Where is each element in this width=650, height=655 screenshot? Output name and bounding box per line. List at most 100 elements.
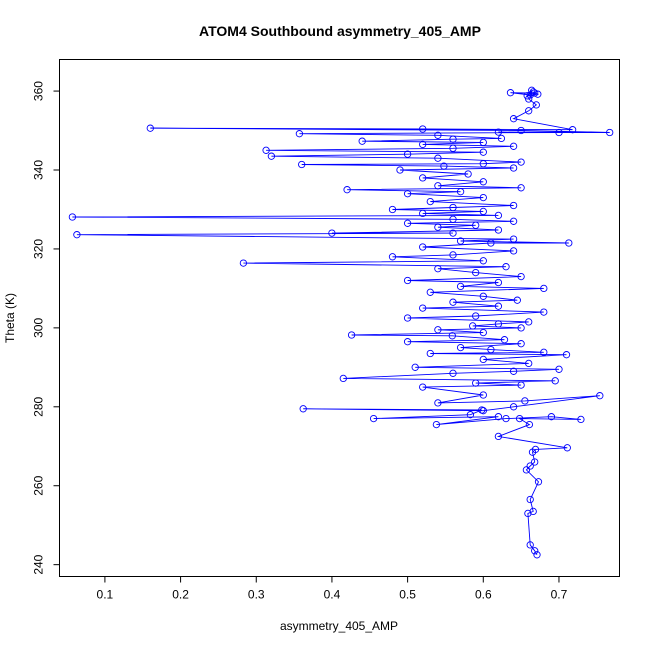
data-point: [562, 351, 571, 359]
y-tick-label: 280: [32, 396, 46, 416]
x-tick-label: 0.3: [248, 588, 265, 602]
data-point: [432, 420, 441, 429]
data-point: [563, 444, 571, 452]
data-point: [479, 407, 487, 415]
data-point: [521, 397, 529, 405]
data-point: [479, 328, 487, 337]
data-point: [456, 188, 465, 196]
chart-title: ATOM4 Southbound asymmetry_405_AMP: [199, 23, 481, 39]
data-point: [531, 547, 539, 555]
data-point: [596, 392, 604, 400]
data-point: [531, 445, 540, 454]
series-layer: [68, 86, 614, 559]
data-point: [515, 414, 524, 423]
plot-frame: [59, 59, 620, 577]
data-point: [533, 551, 541, 559]
data-point: [517, 324, 525, 332]
data-point: [419, 383, 427, 391]
data-point: [440, 162, 448, 170]
data-point: [494, 302, 503, 310]
x-tick-label: 0.6: [475, 588, 492, 602]
data-point: [262, 146, 270, 154]
data-point: [494, 278, 503, 287]
data-point: [555, 365, 563, 373]
data-point: [517, 381, 525, 389]
data-point: [426, 288, 434, 296]
data-point: [487, 345, 495, 354]
data-point: [509, 367, 518, 375]
data-point: [547, 413, 556, 421]
data-point: [494, 432, 503, 441]
y-tick-label: 320: [32, 239, 46, 259]
data-point: [509, 217, 518, 225]
data-point: [419, 125, 427, 133]
data-point: [347, 331, 356, 339]
data-point: [328, 229, 336, 237]
data-point: [466, 411, 475, 419]
data-point: [419, 140, 427, 149]
data-point: [551, 377, 559, 385]
data-point: [497, 134, 506, 143]
data-point: [434, 326, 442, 334]
data-point: [369, 414, 378, 423]
x-tick-label: 0.1: [97, 588, 114, 602]
y-axis-label: Theta (K): [3, 293, 17, 343]
data-point: [267, 152, 276, 160]
data-point: [419, 243, 427, 251]
data-point: [568, 126, 577, 134]
data-point: [426, 197, 434, 206]
data-point: [411, 363, 419, 371]
data-point: [502, 414, 510, 423]
x-axis-label: asymmetry_405_AMP: [280, 619, 398, 633]
data-point: [419, 304, 427, 312]
data-point: [534, 478, 543, 486]
data-point: [388, 205, 397, 214]
data-point: [434, 265, 442, 273]
data-point: [449, 369, 457, 377]
y-tick-label: 300: [32, 318, 46, 338]
data-point: [509, 403, 518, 411]
data-point: [531, 458, 539, 466]
data-point: [555, 128, 563, 137]
data-point: [358, 137, 366, 145]
data-point: [479, 355, 487, 364]
data-point: [403, 314, 412, 322]
y-tick-label: 340: [32, 160, 46, 180]
data-point: [472, 312, 480, 320]
data-point: [403, 150, 412, 158]
data-point: [525, 318, 533, 326]
data-point: [540, 284, 548, 293]
data-point: [524, 509, 532, 518]
data-point: [472, 379, 480, 387]
data-point: [494, 413, 503, 421]
data-point: [540, 348, 548, 356]
data-point: [472, 221, 480, 229]
data-point: [295, 130, 304, 138]
data-point: [343, 186, 351, 194]
data-point: [517, 340, 525, 348]
data-point: [456, 343, 465, 352]
data-point: [479, 193, 487, 202]
data-point: [487, 239, 495, 247]
data-point: [525, 359, 533, 368]
data-point: [506, 89, 515, 97]
data-point: [472, 268, 480, 277]
data-point: [146, 124, 154, 132]
data-point: [479, 207, 487, 216]
data-point: [606, 128, 614, 137]
data-point: [449, 144, 457, 152]
data-point: [517, 126, 525, 135]
data-point: [479, 160, 487, 168]
data-point: [509, 164, 518, 172]
x-tick-label: 0.4: [324, 588, 341, 602]
data-point: [494, 320, 503, 328]
y-tick-label: 240: [32, 554, 46, 574]
data-point: [403, 276, 412, 285]
x-axis: 0.1 0.2 0.3 0.4 0.5 0.6 0.7: [97, 576, 568, 602]
data-point: [509, 235, 518, 243]
data-point: [523, 92, 531, 100]
data-point: [526, 495, 534, 504]
data-point: [298, 160, 306, 169]
